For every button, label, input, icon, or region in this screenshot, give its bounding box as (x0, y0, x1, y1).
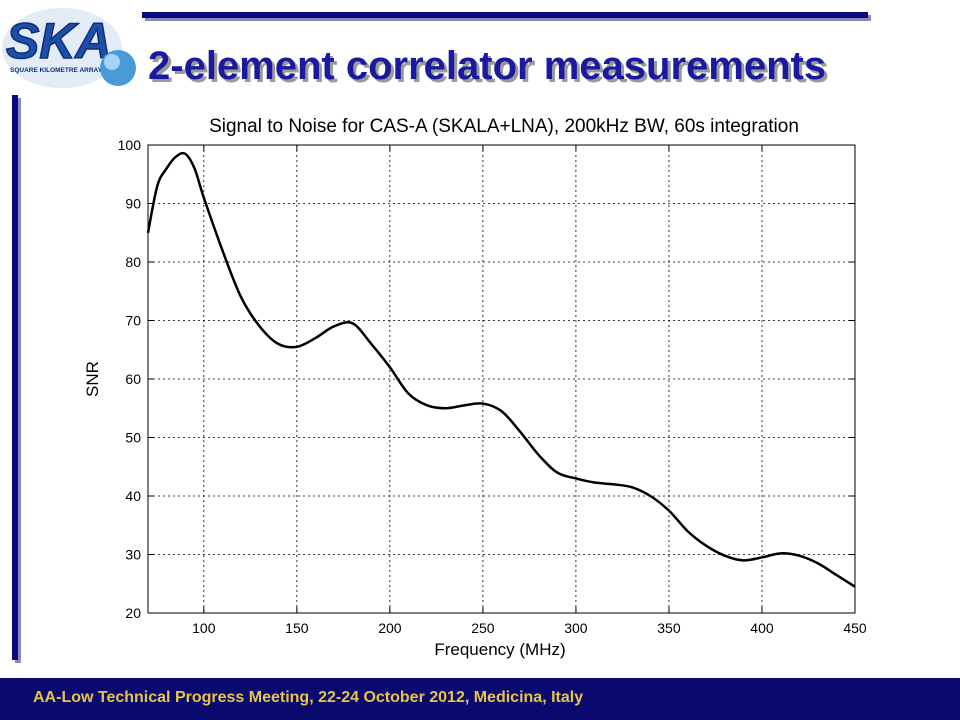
x-tick-label: 100 (192, 620, 216, 636)
side-rule (12, 95, 18, 660)
x-tick-label: 150 (285, 620, 309, 636)
y-tick-label: 70 (125, 313, 141, 329)
x-tick-label: 350 (657, 620, 681, 636)
snr-series-line (146, 151, 856, 588)
globe-icon (100, 50, 136, 86)
x-tick-label: 200 (378, 620, 402, 636)
y-axis-label: SNR (83, 361, 102, 397)
y-tick-label: 100 (118, 137, 142, 153)
y-tick-label: 80 (125, 254, 141, 270)
x-tick-label: 400 (750, 620, 774, 636)
top-rule (142, 12, 868, 18)
x-axis-ticks: 100 150 200 250 300 350 400 450 (192, 145, 867, 636)
ska-logo: SKA SQUARE KILOMETRE ARRAY (2, 8, 136, 88)
x-tick-label: 450 (843, 620, 867, 636)
slide-title: 2-element correlator measurements (148, 44, 827, 88)
logo-text: SKA (6, 13, 112, 69)
x-tick-label: 300 (564, 620, 588, 636)
y-tick-label: 60 (125, 371, 141, 387)
footer-bar: AA-Low Technical Progress Meeting, 22-24… (0, 678, 960, 720)
chart-grid (148, 145, 855, 613)
y-tick-label: 40 (125, 488, 141, 504)
y-axis-ticks: 20 30 40 50 60 70 80 90 100 (118, 137, 855, 621)
x-axis-label: Frequency (MHz) (434, 640, 565, 659)
y-tick-label: 20 (125, 605, 141, 621)
y-tick-label: 30 (125, 547, 141, 563)
x-tick-label: 250 (471, 620, 495, 636)
snr-chart: 20 30 40 50 60 70 80 90 100 100 150 200 250 300 350 40… (83, 116, 867, 659)
chart-title: Signal to Noise for CAS-A (SKALA+LNA), 2… (209, 116, 799, 137)
logo-subtext: SQUARE KILOMETRE ARRAY (10, 67, 103, 74)
y-tick-label: 50 (125, 430, 141, 446)
footer-text: AA-Low Technical Progress Meeting, 22-24… (33, 689, 584, 706)
y-tick-label: 90 (125, 196, 141, 212)
